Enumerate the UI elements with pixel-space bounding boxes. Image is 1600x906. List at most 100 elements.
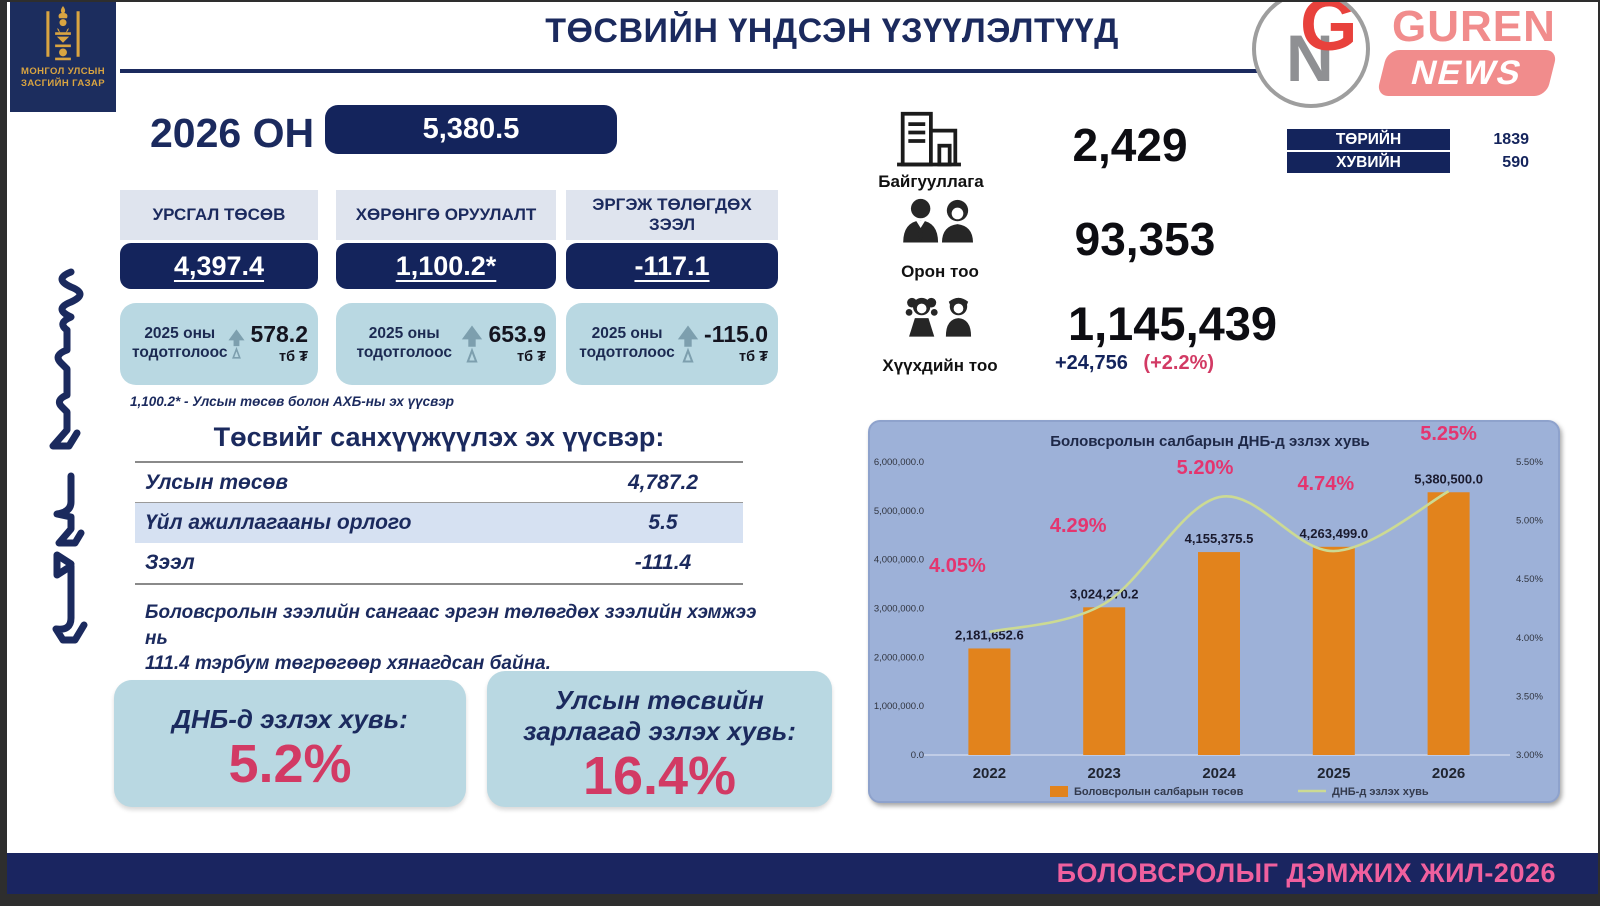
change-unit: тб ₮ — [739, 349, 768, 365]
financing-title: Төсвийг санхүүжүүлэх эх үүсвэр: — [213, 422, 665, 452]
financing-row-value: 5.5 — [648, 511, 678, 534]
svg-text:4.74%: 4.74% — [1297, 473, 1354, 495]
monogram-n-letter: N — [1286, 21, 1334, 95]
gdp-share-box: ДНБ-д эзлэх хувь: 5.2% — [114, 680, 466, 807]
budget-chart-panel: Боловсролын салбарын ДНБ-д эзлэх хувь 0.0… — [868, 420, 1560, 803]
svg-text:Боловсролын салбарын төсөв: Боловсролын салбарын төсөв — [1074, 786, 1244, 798]
change-value: -115.0 — [704, 321, 768, 347]
svg-text:6,000,000.0: 6,000,000.0 — [874, 457, 924, 468]
guren-wordmark: GUREN — [1392, 2, 1556, 51]
breakdown-value: 590 — [1502, 153, 1529, 171]
svg-text:5,000,000.0: 5,000,000.0 — [874, 506, 924, 517]
col-investment-change: 2025 оны тодотголоос 653.9 тб ₮ — [336, 303, 556, 385]
svg-text:4,155,375.5: 4,155,375.5 — [1185, 531, 1254, 546]
financing-table: Улсын төсөв 4,787.2 Үйл ажиллагааны орлого… — [135, 461, 743, 585]
col-investment-value: 1,100.2* — [395, 251, 497, 281]
svg-text:5.50%: 5.50% — [1516, 457, 1543, 468]
svg-text:3.50%: 3.50% — [1516, 691, 1543, 702]
svg-text:4.50%: 4.50% — [1516, 574, 1543, 585]
svg-text:1,000,000.0: 1,000,000.0 — [874, 701, 924, 712]
svg-text:2,000,000.0: 2,000,000.0 — [874, 652, 924, 663]
financing-table-bottom-border — [135, 583, 743, 585]
col-repayable-loan-header: ЭРГЭЖ ТӨЛӨГДӨХ ЗЭЭЛ — [566, 190, 778, 240]
children-label: Хүүхдийн тоо — [882, 356, 998, 375]
financing-row-value: -111.4 — [634, 551, 692, 574]
government-logo: МОНГОЛ УЛСЫН ЗАСГИЙН ГАЗАР — [10, 2, 116, 112]
col-investment-header: ХӨРӨНГӨ ОРУУЛАЛТ — [336, 190, 556, 240]
col-current-budget-value-box: 4,397.4 — [120, 243, 318, 289]
expenditure-share-box: Улсын төсвийн зарлагад эзлэх хувь: 16.4% — [487, 671, 832, 807]
svg-text:4.05%: 4.05% — [929, 555, 986, 577]
total-budget-box: 5,380.5 — [325, 105, 617, 154]
svg-text:4,000,000.0: 4,000,000.0 — [874, 555, 924, 566]
up-arrow-icon — [677, 325, 699, 363]
svg-text:3,000,000.0: 3,000,000.0 — [874, 604, 924, 615]
staff-label: Орон тоо — [901, 262, 979, 281]
svg-text:0.0: 0.0 — [911, 750, 924, 761]
svg-text:2026: 2026 — [1432, 765, 1465, 782]
total-budget-value: 5,380.5 — [422, 113, 520, 145]
breakdown-bar-label: ХУВИЙН — [1287, 152, 1450, 173]
guren-news-monogram: N G — [1252, 2, 1370, 108]
financing-row-label: Зээл — [145, 551, 195, 574]
col-repayable-loan-change: 2025 оны тодотголоос -115.0 тб ₮ — [566, 303, 778, 385]
col-current-budget-value: 4,397.4 — [173, 251, 265, 281]
svg-text:5.20%: 5.20% — [1177, 457, 1234, 479]
financing-row-value: 4,787.2 — [627, 470, 699, 494]
mongolian-script-decoration — [49, 268, 88, 644]
col-investment-value-box: 1,100.2* — [336, 243, 556, 289]
svg-text:5.25%: 5.25% — [1420, 423, 1477, 445]
organizations-label: Байгууллага — [878, 172, 984, 191]
footer-banner-text: БОЛОВСРОЛЫГ ДЭМЖИХ ЖИЛ-2026 — [1056, 858, 1556, 888]
staff-value: 93,353 — [1074, 213, 1216, 265]
financing-row: Улсын төсөв 4,787.2 — [135, 463, 743, 503]
soyombo-emblem-icon — [46, 6, 80, 61]
svg-text:Боловсролын салбарын ДНБ-д эзл: Боловсролын салбарын ДНБ-д эзлэх хувь — [1050, 433, 1370, 450]
change-value: 578.2 — [250, 321, 308, 347]
financing-note: Боловсролын зээлийн сангаас эргэн төлөгд… — [145, 602, 757, 675]
organizations-value: 2,429 — [1072, 119, 1188, 171]
financing-row: Зээл -111.4 — [135, 543, 743, 583]
header-divider — [120, 69, 1360, 73]
year-label: 2026 ОН — [150, 110, 315, 156]
change-unit: тб ₮ — [517, 349, 546, 365]
svg-text:2022: 2022 — [973, 765, 1006, 782]
organizations-breakdown: ТӨРИЙН 1839 ХУВИЙН 590 — [1287, 129, 1529, 175]
svg-text:2024: 2024 — [1202, 765, 1236, 782]
monogram-g-letter: G — [1300, 2, 1358, 66]
expenditure-share-label: Улсын төсвийн зарлагад эзлэх хувь: — [523, 685, 796, 747]
children-icon — [905, 297, 972, 337]
svg-text:4.29%: 4.29% — [1050, 515, 1107, 537]
svg-text:3.00%: 3.00% — [1516, 750, 1543, 761]
news-badge-label: NEWS — [1407, 54, 1527, 92]
svg-text:4.00%: 4.00% — [1516, 633, 1543, 644]
breakdown-row: ХУВИЙН 590 — [1287, 152, 1529, 173]
breakdown-row: ТӨРИЙН 1839 — [1287, 129, 1529, 150]
financing-row-label: Үйл ажиллагааны орлого — [145, 511, 412, 534]
gov-logo-line2: ЗАСГИЙН ГАЗАР — [21, 77, 105, 89]
up-arrow-icon — [228, 329, 245, 359]
gdp-share-value: 5.2% — [228, 734, 352, 795]
col-repayable-loan-value: -117.1 — [634, 251, 710, 281]
svg-text:2025: 2025 — [1317, 765, 1350, 782]
building-icon — [897, 111, 961, 167]
gdp-share-label: ДНБ-д эзлэх хувь: — [172, 704, 408, 734]
children-delta-abs: +24,756 — [1055, 352, 1128, 374]
footnote: 1,100.2* - Улсын төсөв болон АХБ-ны эх ү… — [130, 394, 454, 409]
svg-text:4,263,499.0: 4,263,499.0 — [1299, 526, 1368, 541]
svg-text:5.00%: 5.00% — [1516, 516, 1543, 527]
news-badge: NEWS — [1376, 50, 1558, 96]
footer-banner: БОЛОВСРОЛЫГ ДЭМЖИХ ЖИЛ-2026 — [7, 853, 1598, 894]
employees-icon — [903, 198, 973, 243]
change-label: 2025 оны тодотголоос — [579, 325, 675, 361]
gov-logo-line1: МОНГОЛ УЛСЫН — [21, 66, 105, 77]
change-label: 2025 оны тодотголоос — [356, 325, 452, 361]
change-value: 653.9 — [488, 321, 546, 347]
col-current-budget-change: 2025 оны тодотголоос 578.2 тб ₮ — [120, 303, 318, 385]
svg-text:5,380,500.0: 5,380,500.0 — [1414, 471, 1483, 486]
up-arrow-icon — [462, 325, 483, 363]
budget-chart: Боловсролын салбарын ДНБ-д эзлэх хувь 0.0… — [874, 423, 1544, 798]
svg-text:2,181,652.6: 2,181,652.6 — [955, 627, 1024, 642]
col-current-budget-header: УРСГАЛ ТӨСӨВ — [120, 190, 318, 240]
